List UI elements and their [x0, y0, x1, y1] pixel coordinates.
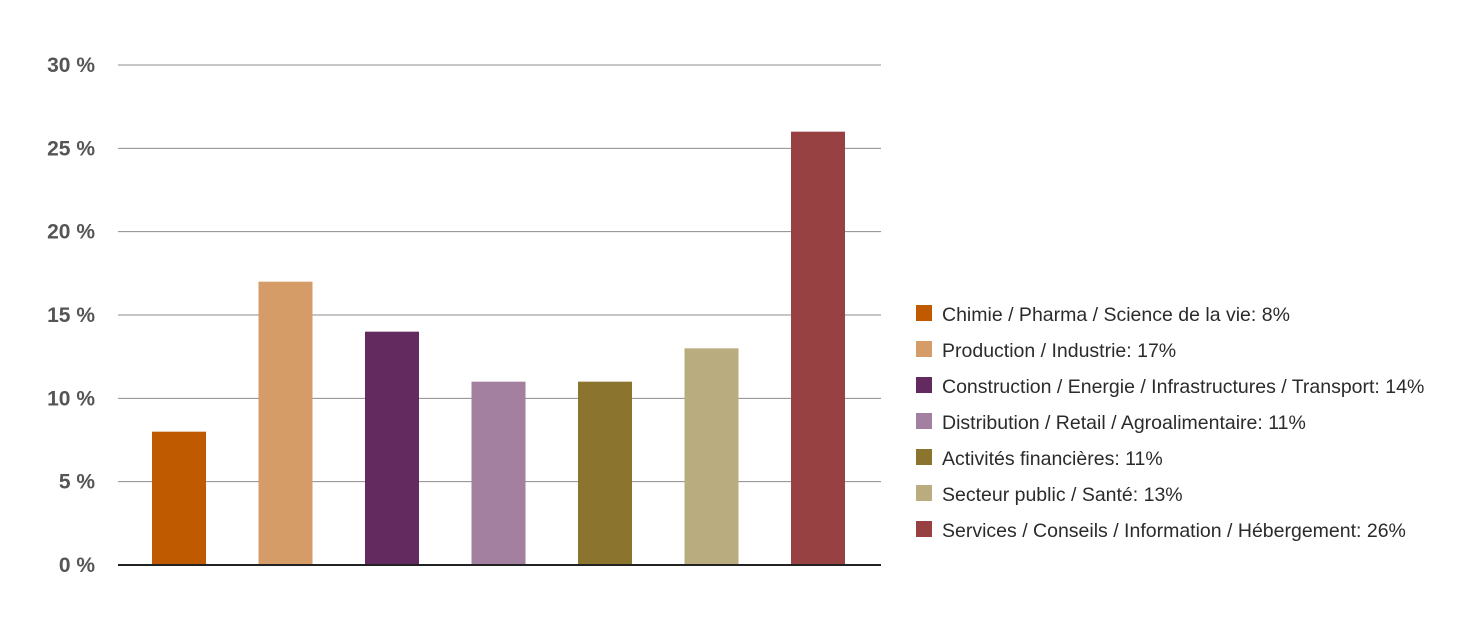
y-tick-label: 0 % — [59, 554, 96, 577]
bar — [258, 281, 313, 565]
legend-swatch — [916, 377, 932, 393]
bar-chart: 0 % 5 % 10 % 15 % 20 % 25 % 30 % — [47, 54, 881, 577]
legend-swatch — [916, 413, 932, 429]
y-tick-label: 30 % — [47, 54, 95, 77]
bar — [578, 381, 632, 565]
y-tick-label: 15 % — [47, 304, 95, 327]
y-tick-label: 20 % — [47, 221, 95, 244]
legend-swatch — [916, 341, 932, 357]
bar — [471, 381, 526, 565]
legend-item: Chimie / Pharma / Science de la vie: 8% — [916, 300, 1436, 330]
bar — [365, 331, 419, 565]
bars — [152, 131, 845, 565]
legend-label: Secteur public / Santé: 13% — [942, 484, 1183, 506]
legend-label: Chimie / Pharma / Science de la vie: 8% — [942, 304, 1290, 326]
y-axis-ticks: 0 % 5 % 10 % 15 % 20 % 25 % 30 % — [47, 54, 95, 577]
legend-item: Services / Conseils / Information / Hébe… — [916, 516, 1436, 546]
y-tick-label: 5 % — [59, 471, 96, 494]
legend-item: Distribution / Retail / Agroalimentaire:… — [916, 408, 1436, 438]
legend-item: Secteur public / Santé: 13% — [916, 480, 1436, 510]
legend-swatch — [916, 485, 932, 501]
legend-item: Construction / Energie / Infrastructures… — [916, 372, 1436, 402]
y-tick-label: 25 % — [47, 137, 95, 160]
legend-label: Distribution / Retail / Agroalimentaire:… — [942, 412, 1306, 434]
bar — [152, 431, 206, 565]
legend-swatch — [916, 521, 932, 537]
legend-swatch — [916, 449, 932, 465]
legend-item: Activités financières: 11% — [916, 444, 1436, 474]
legend-swatch — [916, 305, 932, 321]
legend-label: Services / Conseils / Information / Hébe… — [942, 520, 1406, 542]
legend-label: Activités financières: 11% — [942, 448, 1163, 470]
legend-item: Production / Industrie: 17% — [916, 336, 1436, 366]
gridlines — [118, 64, 881, 483]
legend-label: Production / Industrie: 17% — [942, 340, 1177, 362]
bar — [791, 131, 845, 565]
bar — [684, 348, 739, 565]
legend: Chimie / Pharma / Science de la vie: 8% P… — [916, 300, 1436, 552]
y-tick-label: 10 % — [47, 387, 95, 410]
legend-label: Construction / Energie / Infrastructures… — [942, 376, 1425, 398]
